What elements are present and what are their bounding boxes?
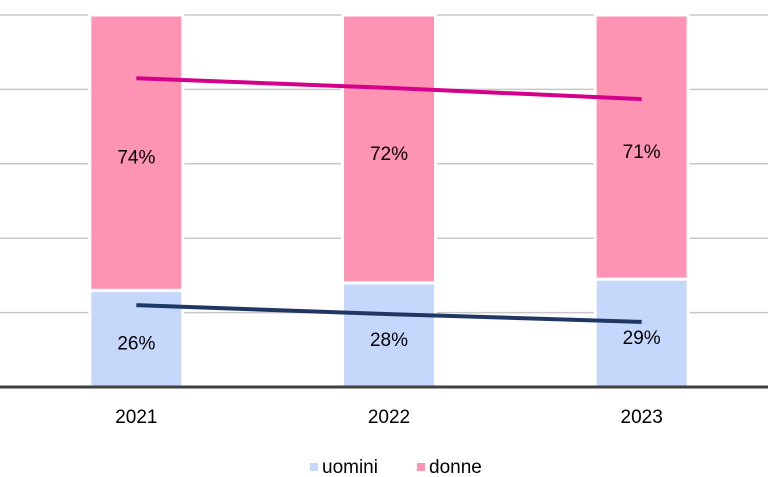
value-label: 26% [117, 334, 155, 355]
trend-line [136, 76, 642, 102]
legend-swatch [310, 463, 318, 471]
bar-segment [341, 13, 437, 285]
value-label: 74% [117, 148, 155, 169]
legend-swatch [417, 463, 425, 471]
x-tick-label: 2023 [621, 407, 663, 428]
legend-label: donne [429, 457, 482, 477]
legend-label: uomini [322, 457, 378, 477]
x-tick-label: 2022 [368, 407, 410, 428]
value-label: 72% [370, 144, 408, 165]
x-tick-label: 2021 [115, 407, 157, 428]
value-label: 28% [370, 330, 408, 351]
trend-line [136, 303, 642, 324]
bar-segment [593, 13, 690, 281]
value-label: 29% [623, 328, 661, 349]
value-label: 71% [623, 142, 661, 163]
bar-segment [88, 13, 185, 292]
